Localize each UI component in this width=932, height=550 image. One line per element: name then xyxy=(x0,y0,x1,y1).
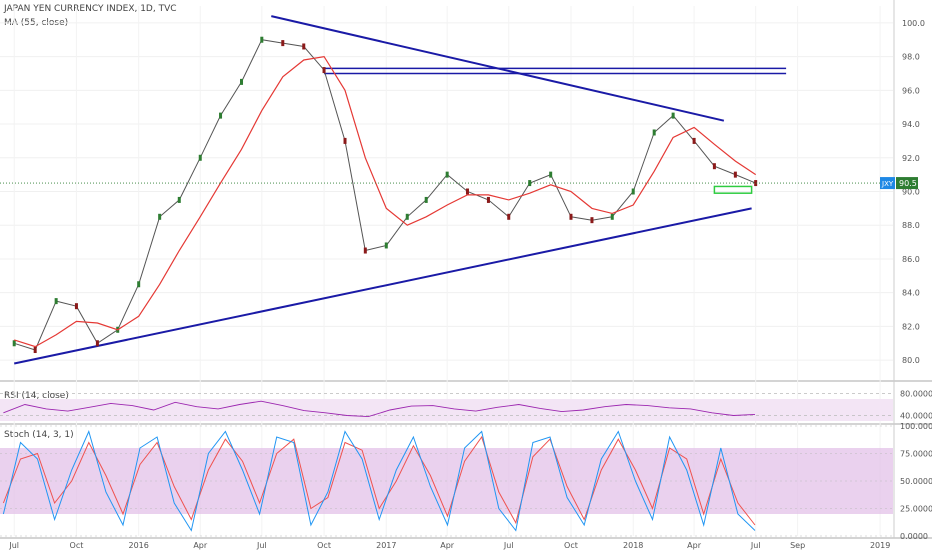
price-point xyxy=(754,180,758,187)
price-point xyxy=(692,137,696,144)
price-point xyxy=(384,242,388,249)
price-point xyxy=(569,213,573,220)
stoch-legend: Stoch (14, 3, 1) xyxy=(4,430,74,440)
price-point xyxy=(652,129,656,136)
price-point xyxy=(424,196,428,203)
y-tick-label: 98.0 xyxy=(902,53,920,62)
x-tick-label: Jul xyxy=(503,541,514,550)
price-point xyxy=(712,163,716,170)
y-tick-label: 86.0 xyxy=(902,255,920,264)
x-tick-label: Jul xyxy=(256,541,267,550)
price-point xyxy=(343,137,347,144)
price-point xyxy=(158,213,162,220)
x-tick-label: Oct xyxy=(564,541,578,550)
rsi-line xyxy=(3,400,756,418)
x-tick-label: Jul xyxy=(8,541,19,550)
price-axis: 80.0 82.0 84.0 86.0 88.0 90.0 92.0 94.0 96.0 98.0… xyxy=(902,19,925,365)
stoch-tick-label: 100.0000 xyxy=(900,422,932,431)
price-point xyxy=(405,213,409,220)
price-point xyxy=(177,196,181,203)
price-point xyxy=(219,112,223,119)
y-tick-label: 100.0 xyxy=(902,19,925,28)
price-point xyxy=(465,188,469,195)
y-tick-label: 82.0 xyxy=(902,322,920,331)
price-point xyxy=(671,112,675,119)
x-tick-label: Oct xyxy=(317,541,331,550)
price-point xyxy=(137,281,141,288)
ma-line xyxy=(14,55,757,348)
rsi-legend: RSI (14, close) xyxy=(4,391,69,401)
value-badge-text: 90.5 xyxy=(899,179,917,188)
price-point xyxy=(549,171,553,178)
x-tick-label: Oct xyxy=(70,541,84,550)
price-point xyxy=(363,247,367,254)
stoch-tick-label: 0.0000 xyxy=(900,532,928,541)
price-point xyxy=(507,213,511,220)
rsi-pane: 40.0000 80.0000 xyxy=(0,390,932,421)
price-point xyxy=(240,78,244,85)
x-tick-label: 2016 xyxy=(129,541,149,550)
stoch-k-line xyxy=(2,430,756,532)
rsi-tick-label: 80.0000 xyxy=(900,390,932,399)
y-tick-label: 92.0 xyxy=(902,154,920,163)
price-point xyxy=(281,40,285,47)
price-point xyxy=(74,303,78,310)
y-tick-label: 80.0 xyxy=(902,356,920,365)
lower-trendline xyxy=(14,207,752,365)
price-point xyxy=(322,67,326,74)
value-badge xyxy=(896,177,918,190)
x-tick-label: Sep xyxy=(790,541,805,550)
price-point xyxy=(631,188,635,195)
x-tick-label: 2019 xyxy=(870,541,890,550)
price-point xyxy=(302,43,306,50)
price-point xyxy=(12,340,16,347)
x-tick-label: Apr xyxy=(440,541,455,550)
price-badge: JXY 90.5 xyxy=(880,177,918,190)
stoch-tick-label: 75.0000 xyxy=(900,450,932,459)
y-tick-label: 90.0 xyxy=(902,188,920,197)
chart-title: JAPAN YEN CURRENCY INDEX, 1D, TVC xyxy=(4,4,177,14)
price-pane xyxy=(0,15,893,365)
rsi-tick-label: 40.0000 xyxy=(900,412,932,421)
symbol-badge-text: JXY xyxy=(881,180,894,188)
time-axis: Jul Oct 2016 Apr Jul Oct 2017 Apr Jul Oct 2018 Apr J… xyxy=(8,541,890,550)
x-tick-label: Jul xyxy=(750,541,761,550)
stoch-tick-label: 50.0000 xyxy=(900,477,932,486)
price-point xyxy=(54,298,58,305)
price-point xyxy=(198,154,202,161)
x-tick-label: 2017 xyxy=(376,541,396,550)
y-tick-label: 88.0 xyxy=(902,221,920,230)
price-series-line xyxy=(14,39,756,351)
price-point xyxy=(590,217,594,224)
y-tick-label: 94.0 xyxy=(902,120,920,129)
price-point xyxy=(445,171,449,178)
support-zone xyxy=(713,185,753,194)
x-tick-label: Apr xyxy=(193,541,208,550)
price-point xyxy=(33,347,37,354)
rsi-band xyxy=(0,399,893,421)
price-point xyxy=(95,340,99,347)
price-point xyxy=(733,171,737,178)
price-point xyxy=(610,213,614,220)
y-tick-label: 84.0 xyxy=(902,289,920,298)
x-tick-label: 2018 xyxy=(623,541,643,550)
y-tick-label: 96.0 xyxy=(902,86,920,95)
price-point xyxy=(486,196,490,203)
price-point xyxy=(528,180,532,187)
symbol-badge xyxy=(880,177,895,190)
stoch-tick-label: 25.0000 xyxy=(900,505,932,514)
price-point xyxy=(260,36,264,43)
x-tick-label: Apr xyxy=(687,541,702,550)
stoch-pane: 0.0000 25.0000 50.0000 75.0000 100.0000 xyxy=(0,422,932,541)
